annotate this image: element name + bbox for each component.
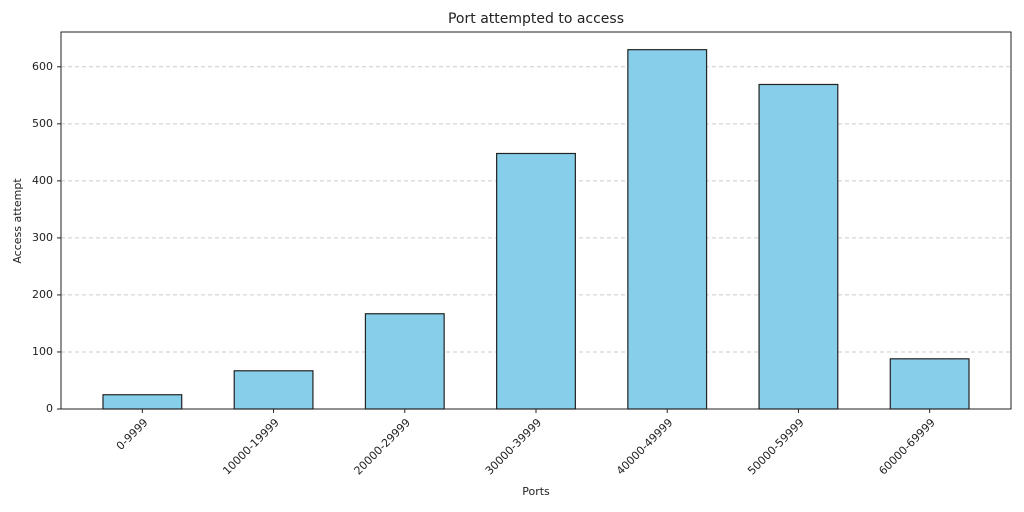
bar [758, 83, 839, 410]
plot-frame [60, 31, 1012, 410]
y-tick-label: 200 [32, 288, 53, 301]
bar [496, 152, 576, 410]
bar [627, 49, 708, 410]
y-tick-label: 500 [32, 117, 53, 130]
y-tick-label: 600 [32, 60, 53, 73]
x-tick-label: 20000-29999 [352, 416, 413, 477]
y-axis-label: Access attempt [11, 178, 24, 264]
x-tick-label: 50000-59999 [745, 416, 806, 477]
y-tick-label: 0 [46, 402, 53, 415]
bar [364, 313, 445, 410]
y-tick-label: 400 [32, 174, 53, 187]
x-tick-label: 60000-69999 [876, 416, 937, 477]
x-tick-label: 40000-49999 [614, 416, 675, 477]
bar [233, 370, 314, 410]
y-tick-label: 300 [32, 231, 53, 244]
x-axis-label: Ports [522, 485, 550, 498]
bar [102, 394, 183, 410]
x-tick-label: 10000-19999 [220, 416, 281, 477]
x-tick-label: 30000-39999 [483, 416, 544, 477]
x-tick-label: 0-9999 [114, 416, 151, 453]
y-tick-label: 100 [32, 345, 53, 358]
chart-title: Port attempted to access [448, 11, 624, 27]
bar [889, 358, 970, 410]
